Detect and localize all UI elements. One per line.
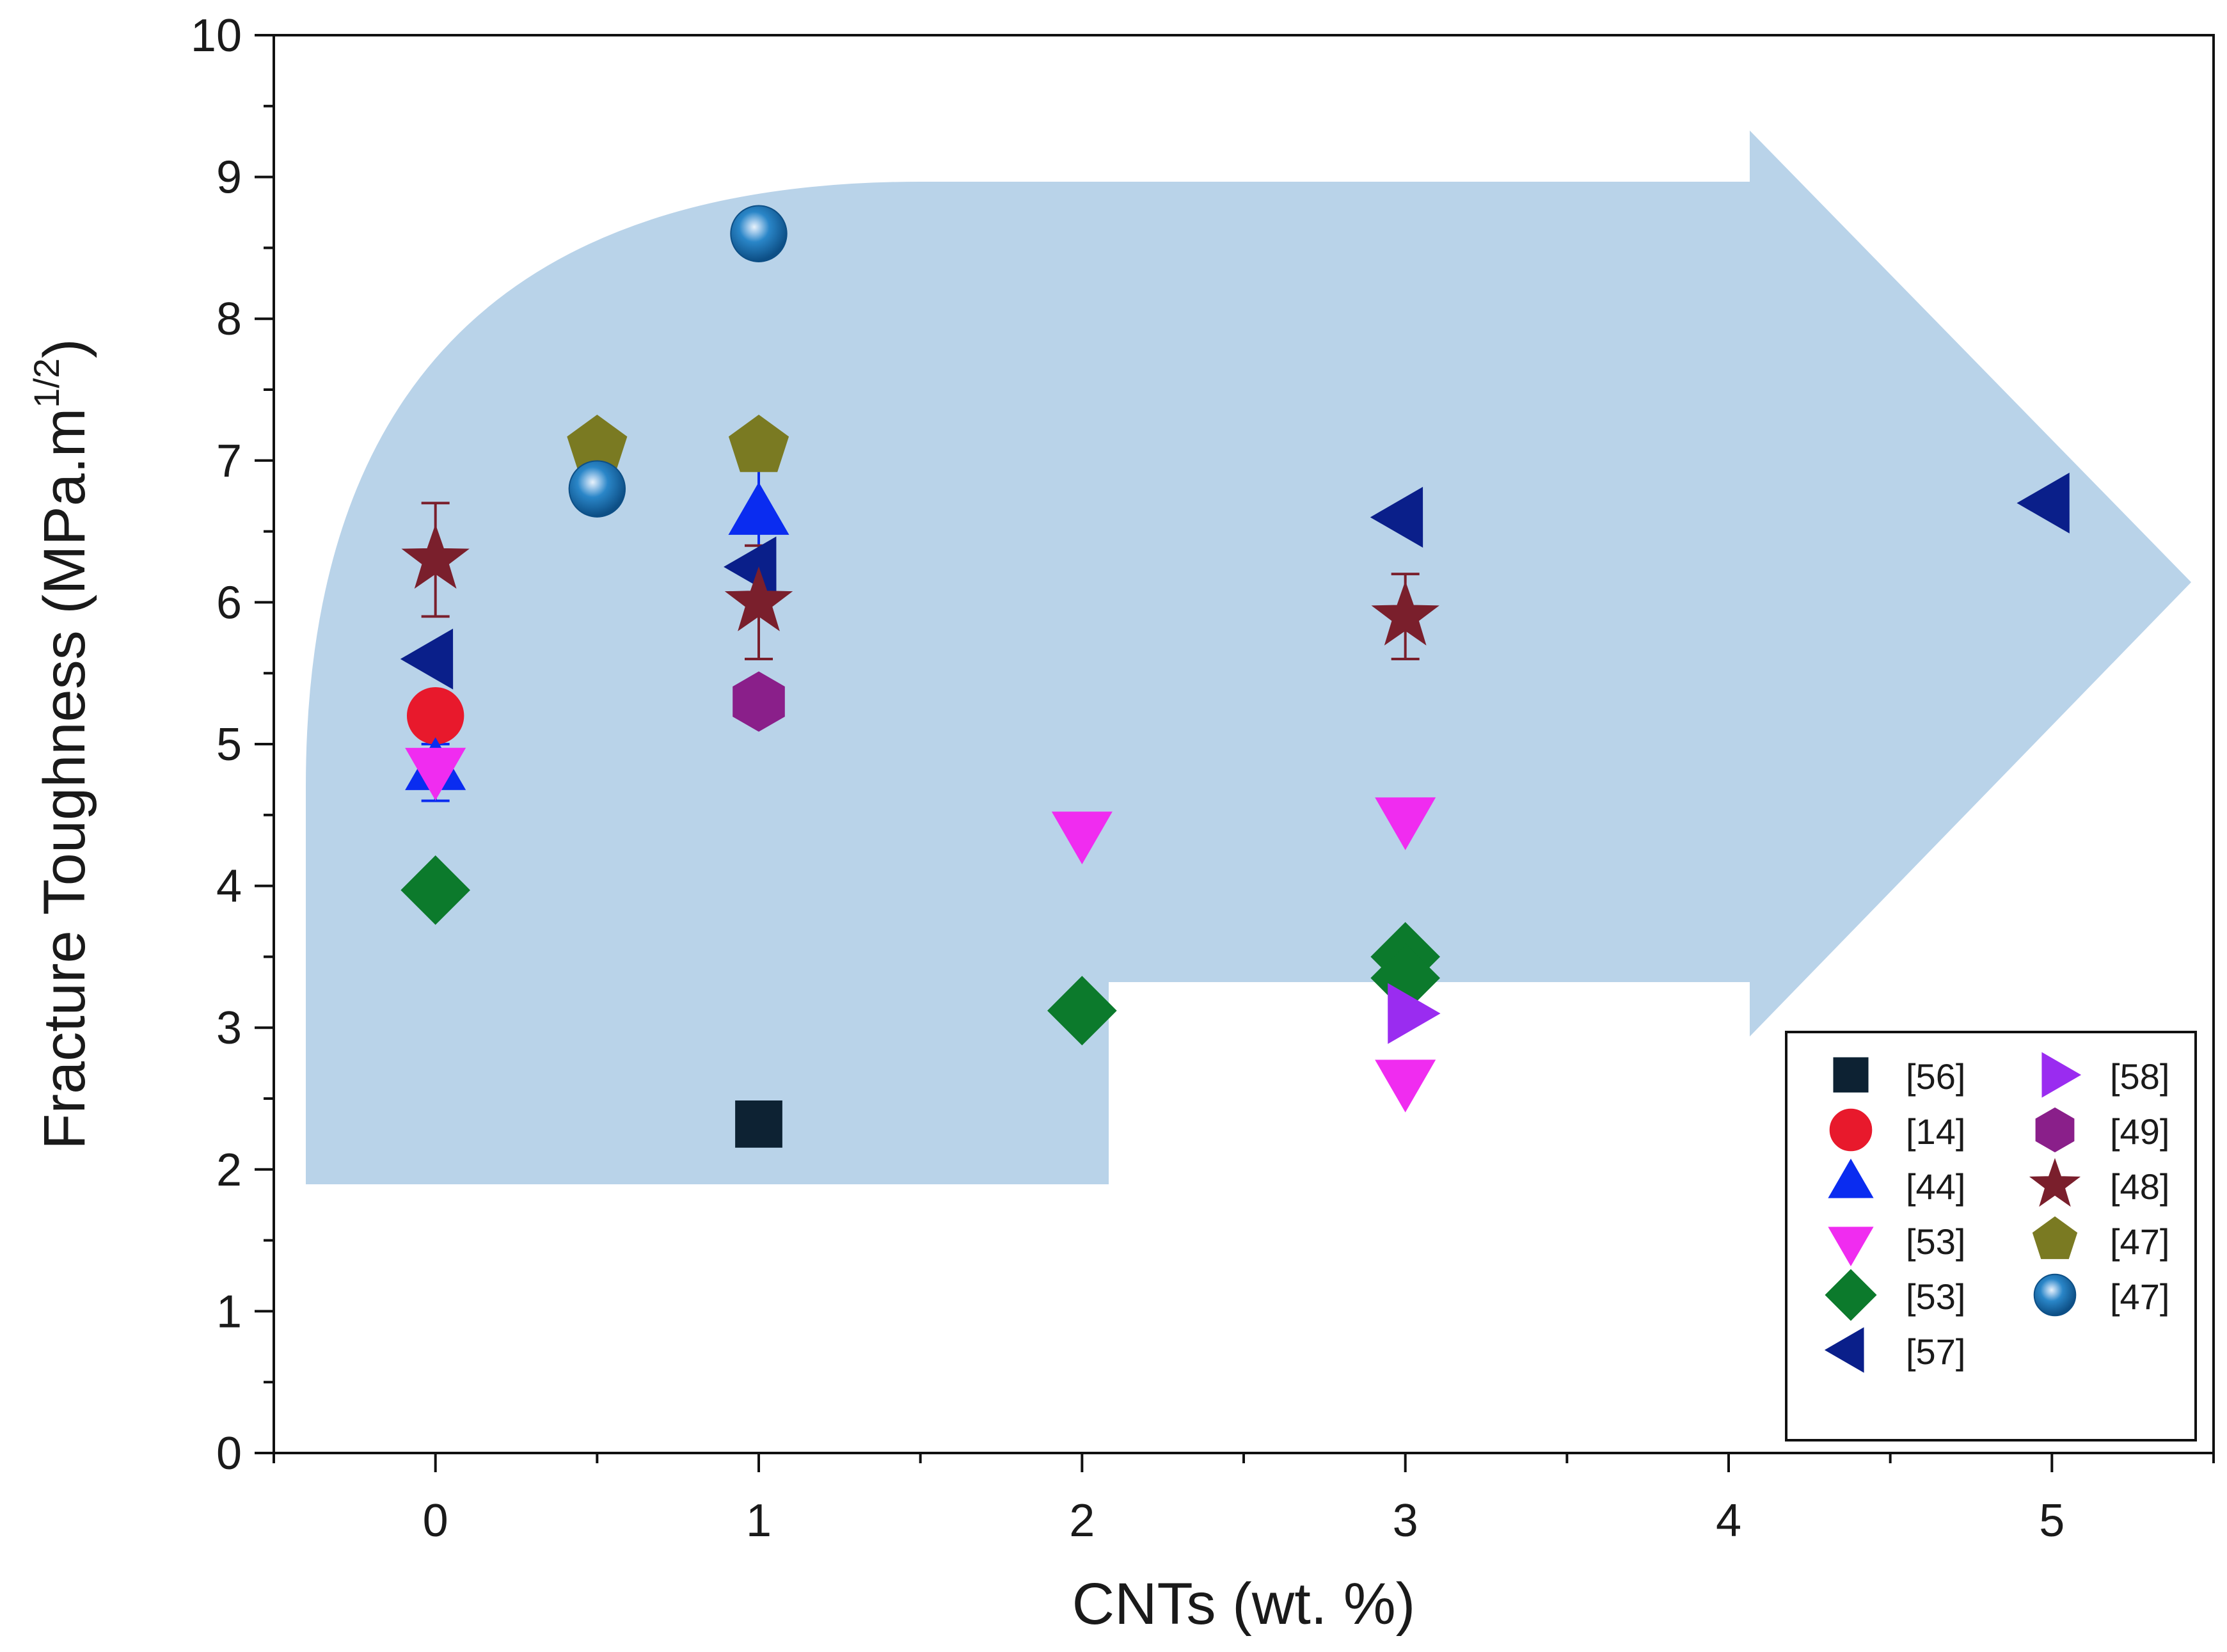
y-axis-label-close: ) <box>32 338 97 358</box>
x-tick-label: 4 <box>1716 1495 1741 1546</box>
legend-label: [57] <box>1906 1331 1965 1372</box>
point-sphere <box>730 205 788 262</box>
point-triangle-down <box>1375 797 1436 850</box>
data-points <box>400 205 2070 1148</box>
point-triangle-down <box>1051 811 1113 864</box>
point-sphere <box>568 460 626 518</box>
x-tick-label: 5 <box>2039 1495 2065 1546</box>
x-tick-label: 3 <box>1393 1495 1418 1546</box>
y-tick-label: 3 <box>216 1003 242 1054</box>
legend-label: [44] <box>1906 1166 1965 1207</box>
legend-marker-pentagon <box>2032 1216 2078 1259</box>
legend-item: [44] <box>1828 1158 1965 1207</box>
legend-marker-star <box>2029 1157 2081 1207</box>
point-hexagon <box>733 671 785 732</box>
point-triangle-left <box>2017 472 2070 534</box>
legend-marker-triangle-down <box>1828 1227 1874 1267</box>
legend-marker-sphere <box>2033 1273 2077 1317</box>
legend-label: [47] <box>2110 1221 2169 1262</box>
legend-item: [53] <box>1828 1221 1965 1267</box>
legend-marker-square <box>1833 1057 1869 1093</box>
point-triangle-down <box>405 747 466 801</box>
point-star <box>1371 580 1439 646</box>
point-triangle-up <box>728 482 789 535</box>
x-tick-label: 0 <box>423 1495 448 1546</box>
legend-item: [47] <box>2033 1273 2169 1317</box>
legend-item: [57] <box>1824 1327 1965 1373</box>
y-tick-label: 8 <box>216 294 242 345</box>
legend-marker-triangle-left <box>1824 1327 1864 1373</box>
x-tick-label: 2 <box>1069 1495 1095 1546</box>
point-triangle-left <box>1370 486 1423 548</box>
legend-label: [48] <box>2110 1166 2169 1207</box>
legend-item: [53] <box>1825 1269 1965 1321</box>
y-tick-label: 10 <box>191 10 242 61</box>
point-triangle-left <box>400 628 454 690</box>
x-tick-label: 1 <box>746 1495 772 1546</box>
legend-item: [47] <box>2032 1216 2169 1262</box>
point-triangle-right <box>1388 983 1441 1044</box>
legend-item: [49] <box>2035 1107 2169 1153</box>
legend-marker-triangle-right <box>2041 1052 2082 1098</box>
legend-item: [14] <box>1829 1108 1965 1152</box>
y-tick-label: 1 <box>216 1286 242 1337</box>
legend-marker-diamond <box>1825 1269 1877 1321</box>
legend: [56] [14] [44] [53] [53] [57] [58] [49] [48] [47]… <box>1785 1031 2197 1442</box>
y-tick-label: 0 <box>216 1428 242 1479</box>
y-tick-label: 4 <box>216 861 242 912</box>
x-axis-tick-labels: 0 1 2 3 4 5 <box>423 1495 2065 1546</box>
y-tick-label: 7 <box>216 436 242 487</box>
trend-arrow-band <box>306 131 2191 1184</box>
point-diamond <box>1047 976 1117 1045</box>
y-axis-ticks <box>255 34 274 1454</box>
legend-label: [53] <box>1906 1276 1965 1317</box>
legend-marker-triangle-up <box>1828 1158 1874 1198</box>
point-star <box>401 523 470 589</box>
y-axis-tick-labels: 0 1 2 3 4 5 6 7 8 9 10 <box>191 10 242 1479</box>
point-diamond <box>400 855 470 925</box>
legend-label: [58] <box>2110 1056 2169 1097</box>
legend-label: [53] <box>1906 1221 1965 1262</box>
point-star <box>724 566 793 631</box>
y-axis-label: Fracture Toughness (MPa.m1/2) <box>26 338 97 1149</box>
legend-label: [56] <box>1906 1056 1965 1097</box>
legend-label: [14] <box>1906 1111 1965 1152</box>
point-pentagon <box>728 415 789 472</box>
x-axis-label: CNTs (wt. %) <box>1072 1571 1416 1637</box>
legend-marker-circle <box>1829 1108 1873 1152</box>
y-tick-label: 9 <box>216 152 242 203</box>
legend-item: [48] <box>2029 1157 2169 1207</box>
y-axis-label-superscript: 1/2 <box>26 358 67 408</box>
x-axis-ticks <box>273 1453 2215 1472</box>
point-circle <box>406 687 464 745</box>
y-tick-label: 5 <box>216 719 242 770</box>
legend-label: [47] <box>2110 1276 2169 1317</box>
y-tick-label: 6 <box>216 577 242 628</box>
y-tick-label: 2 <box>216 1145 242 1196</box>
legend-item: [58] <box>2041 1052 2169 1098</box>
y-axis-label-main: Fracture Toughness (MPa.m <box>32 408 97 1150</box>
legend-label: [49] <box>2110 1111 2169 1152</box>
legend-item: [56] <box>1833 1056 1965 1097</box>
point-triangle-down <box>1375 1060 1436 1113</box>
point-square <box>735 1100 782 1148</box>
legend-marker-hexagon <box>2035 1107 2075 1153</box>
